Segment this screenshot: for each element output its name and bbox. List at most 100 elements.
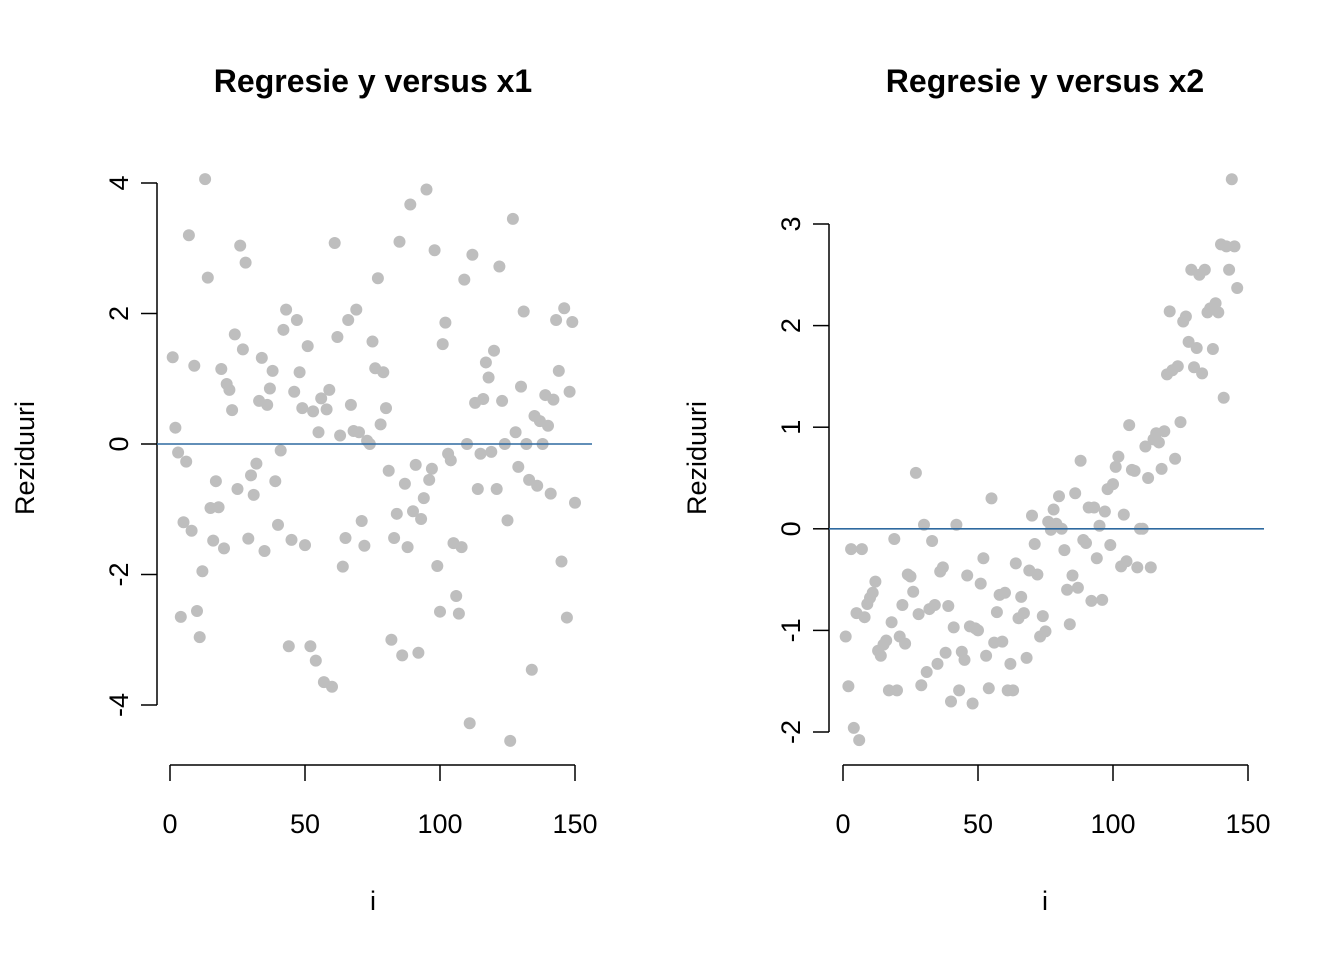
data-point [207,534,220,547]
data-point [358,539,371,552]
data-point [977,552,990,565]
data-point [479,356,492,369]
data-point [299,539,311,552]
data-point [1198,263,1211,276]
data-point [261,398,274,411]
data-point [463,717,476,730]
data-point [493,260,506,273]
data-point [323,383,336,396]
data-point [1090,552,1103,565]
data-point [255,351,268,364]
data-point [312,426,325,439]
data-point [1009,557,1022,570]
data-point [891,684,903,697]
data-point [845,543,858,556]
data-point [896,599,909,611]
data-point [1158,425,1171,438]
y-tick-label: 4 [104,175,134,190]
data-point [177,516,190,529]
data-point [945,695,957,708]
data-point [490,483,503,496]
data-point [239,256,252,269]
data-point [301,340,314,353]
data-point [950,518,963,531]
data-point [409,458,422,471]
data-point [417,492,430,505]
data-point [1096,593,1109,606]
data-point [1098,505,1111,518]
data-point [1131,561,1144,574]
data-point [1152,436,1165,449]
data-point [958,653,971,666]
data-point [258,545,271,558]
data-point [966,697,979,710]
data-point [382,464,395,477]
data-point [1196,367,1209,380]
data-point [496,394,509,407]
data-point [412,646,425,659]
data-point [199,173,212,186]
data-point [396,649,409,662]
data-point [293,366,306,379]
data-point [880,634,893,647]
x-tick-label: 50 [963,809,993,839]
data-point [1015,590,1028,603]
data-point [996,635,1009,648]
data-point [1039,625,1052,638]
data-point [1069,487,1082,500]
data-point [455,541,468,554]
data-point [1139,440,1152,453]
data-point [474,447,487,460]
data-point [353,426,365,439]
data-point [1104,539,1117,552]
x-tick-label: 100 [417,809,462,839]
data-point [847,721,860,734]
data-point [525,663,538,676]
data-point [1228,240,1241,253]
y-tick-label: -2 [104,562,134,586]
data-point [169,421,182,434]
data-point [201,271,214,284]
data-point [544,487,557,500]
x-tick-label: 150 [1225,809,1270,839]
data-point [288,385,301,398]
data-point [904,570,917,583]
data-point [542,419,554,432]
data-point [328,237,341,250]
data-point [185,524,198,537]
data-point [939,646,952,659]
data-point [1117,508,1130,521]
data-point [242,532,255,545]
data-point [377,366,390,379]
data-point [436,338,449,351]
data-point [1223,263,1236,276]
data-point [1112,450,1125,463]
data-point [1171,360,1184,373]
data-point [504,734,517,747]
data-point [972,624,984,637]
data-point [355,514,368,527]
data-point [326,680,338,693]
data-point [885,616,898,629]
data-point [512,460,525,473]
y-axis-label: Reziduuri [682,401,712,515]
chart-title: Regresie y versus x1 [214,63,532,99]
panel-x1: Regresie y versus x1 i Reziduuri -4 -2 0 2 4… [10,63,598,916]
data-point [1074,454,1087,467]
x-tick-label: 100 [1090,809,1135,839]
y-axis-label: Reziduuri [10,401,40,515]
data-point [466,248,479,261]
data-point [566,315,579,328]
data-point [452,607,465,620]
data-point [485,445,498,458]
data-point [228,328,241,341]
x-axis-label: i [370,886,376,916]
data-point [434,605,446,618]
data-point [342,314,355,327]
data-point [866,586,879,599]
data-point [407,505,419,518]
data-point [390,507,403,520]
data-point [947,621,960,634]
data-point [1061,583,1074,596]
